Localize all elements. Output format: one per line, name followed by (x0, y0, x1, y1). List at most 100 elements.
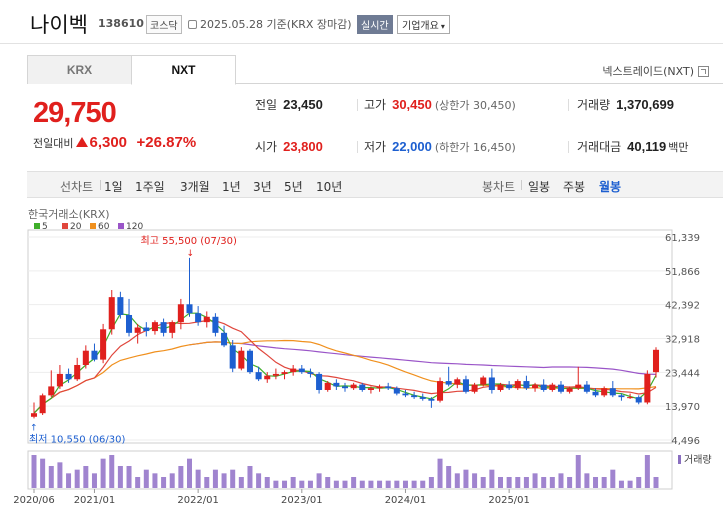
volume-bar (273, 480, 279, 488)
volume-legend-swatch (678, 455, 681, 464)
volume-bar (109, 455, 115, 488)
company-overview-button[interactable]: 기업개요 ▾ (397, 15, 450, 34)
candle-body (221, 332, 228, 346)
volume-bar (610, 469, 616, 488)
ma-60-line (33, 339, 657, 414)
tab-krx[interactable]: KRX (27, 55, 132, 84)
lower-limit: (하한가 16,450) (434, 141, 516, 154)
x-tick-label: 2025/01 (488, 495, 530, 506)
ma-120-line (189, 341, 657, 375)
upper-limit: (상한가 30,450) (434, 99, 516, 112)
volume-bar (247, 466, 253, 488)
change-label: 전일대비 (33, 137, 74, 150)
candle-body (134, 327, 141, 333)
divider (521, 180, 522, 190)
volume-bar (307, 480, 313, 488)
divider (100, 180, 101, 190)
candle-body (488, 377, 495, 390)
price-chart[interactable]: 한국거래소(KRX) 5 20 60 120 61,339 51,866 42,392 32… (0, 200, 723, 521)
candle-body (532, 384, 539, 389)
volume-bar (593, 477, 599, 488)
volume-value: 1,370,699 (616, 97, 674, 112)
period-5y[interactable]: 5년 (284, 180, 303, 194)
candle-body (644, 373, 651, 403)
volume-bar (83, 466, 89, 488)
volume-bar (195, 469, 201, 488)
candle-body (169, 322, 176, 333)
prev-close-label: 전일 (255, 98, 278, 112)
volume-bar (230, 469, 236, 488)
candle-body (437, 381, 444, 401)
stat-open: 시가 23,800 (255, 138, 323, 155)
volume-bar (446, 466, 452, 488)
low-label: 저가 (364, 140, 387, 154)
nextrade-link[interactable]: 넥스트레이드(NXT) (602, 63, 709, 79)
volume-bar (627, 480, 633, 488)
legend-swatch-20 (62, 223, 68, 229)
volume-bar (454, 473, 460, 488)
volume-bar (221, 473, 227, 488)
volume-bar (601, 477, 607, 488)
candle-chart-label[interactable]: 봉차트 (482, 180, 516, 194)
volume-bar (472, 473, 478, 488)
candle-body (402, 393, 409, 396)
open-value: 23,800 (283, 139, 323, 154)
price-change: 전일대비 6,300 +26.87% (33, 134, 196, 151)
candle-body (609, 388, 616, 396)
volume-bar (152, 473, 158, 488)
divider (357, 99, 358, 111)
legend-swatch-120 (118, 223, 124, 229)
volume-bar (299, 480, 305, 488)
arrow-down-icon: ↓ (187, 249, 195, 259)
period-1w[interactable]: 1주일 (135, 180, 165, 194)
volume-bar (282, 480, 288, 488)
volume-bar (57, 462, 63, 488)
candle-body (246, 350, 253, 373)
candle-body (281, 372, 288, 374)
candle-body (635, 397, 642, 403)
amount-unit: 백만 (668, 141, 689, 154)
chart-source-label: 한국거래소(KRX) (28, 208, 110, 221)
candle-body (160, 322, 167, 333)
volume-bar (644, 455, 650, 488)
period-3y[interactable]: 3년 (253, 180, 272, 194)
period-10y[interactable]: 10년 (316, 180, 343, 194)
line-chart-label[interactable]: 선차트 (60, 180, 94, 194)
candle-body (341, 386, 349, 389)
candle-body (350, 384, 357, 389)
volume-bar (402, 480, 408, 488)
candle-body (74, 364, 81, 380)
volume-bar (264, 477, 270, 488)
candle-body (583, 384, 590, 392)
arrow-up-icon: ↑ (30, 423, 38, 433)
candle-monthly[interactable]: 월봉 (599, 180, 622, 194)
up-triangle-icon (76, 137, 89, 147)
volume-legend-label: 거래량 (684, 454, 712, 466)
stock-header: 나이벡 138610 코스닥 2025.05.28 기준(KRX 장마감) 실시… (0, 0, 723, 44)
candle-daily[interactable]: 일봉 (528, 180, 551, 194)
volume-bar (187, 458, 192, 488)
divider (568, 99, 569, 111)
change-amount: 6,300 (89, 134, 128, 151)
realtime-button[interactable]: 실시간 (357, 15, 393, 34)
legend-label-20: 20 (70, 222, 82, 232)
candle-body (566, 388, 573, 392)
candle-body (151, 322, 158, 332)
y-tick-label: 32,918 (665, 334, 700, 345)
volume-bar (549, 477, 555, 488)
volume-bar (541, 477, 547, 488)
candle-body (264, 375, 271, 380)
amount-label: 거래대금 (577, 140, 622, 154)
candle-body (108, 297, 115, 330)
tab-nxt[interactable]: NXT (131, 55, 236, 85)
period-1y[interactable]: 1년 (222, 180, 241, 194)
stat-high: 고가 30,450 (상한가 30,450) (364, 96, 516, 113)
y-tick-label: 51,866 (665, 267, 700, 278)
volume-bar (74, 469, 80, 488)
candle-body (324, 382, 331, 390)
volume-bar (368, 480, 374, 488)
period-3m[interactable]: 3개월 (180, 180, 210, 194)
period-1d[interactable]: 1일 (104, 180, 123, 194)
candle-body (65, 373, 72, 380)
candle-weekly[interactable]: 주봉 (563, 180, 586, 194)
